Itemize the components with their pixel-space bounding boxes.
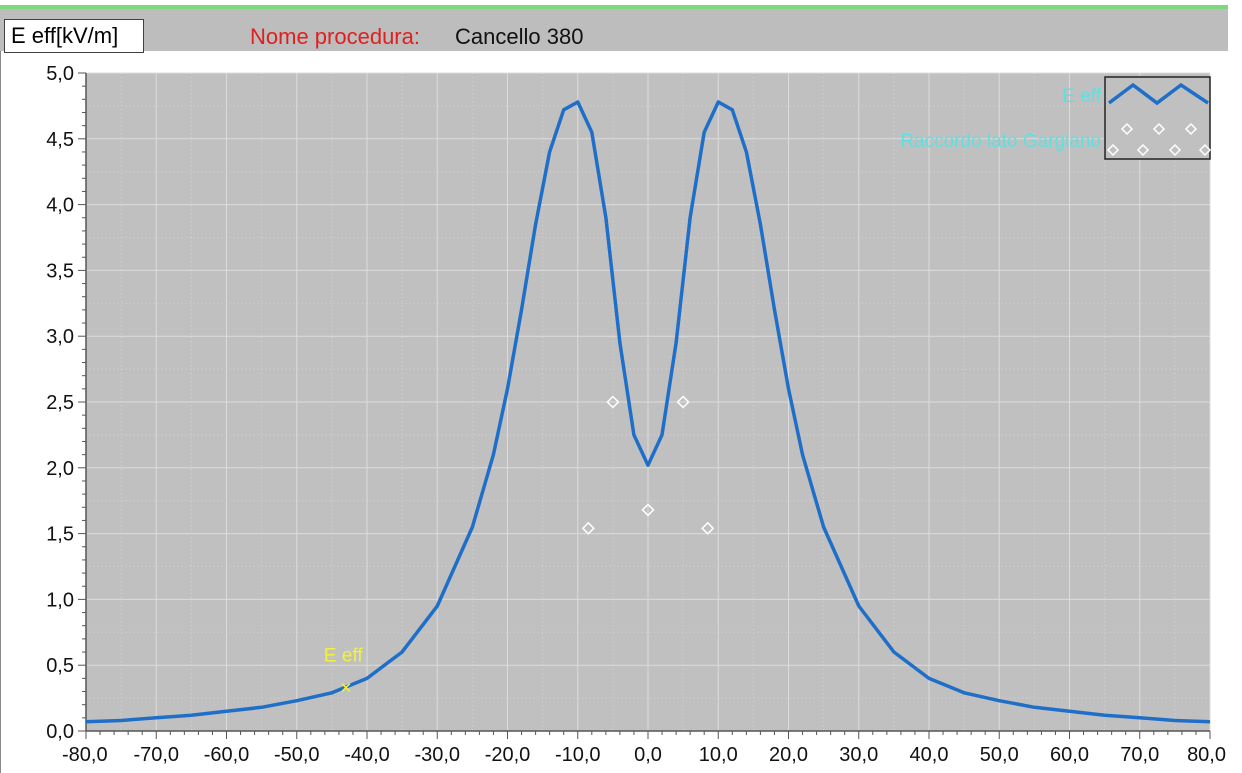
top-accent-line: [0, 5, 1228, 9]
x-tick-label: -60,0: [204, 744, 250, 766]
legend-box[interactable]: [1104, 76, 1211, 160]
x-tick-label: 50,0: [980, 744, 1019, 766]
x-tick-label: 40,0: [910, 744, 949, 766]
y-tick-label: 1,5: [46, 524, 74, 546]
x-tick-label: -10,0: [555, 744, 601, 766]
x-tick-label: 0,0: [634, 744, 662, 766]
y-tick-label: 3,0: [46, 326, 74, 348]
legend-swatch-point: [1152, 122, 1166, 136]
scatter-point[interactable]: [641, 503, 655, 517]
legend-swatch-point: [1120, 122, 1134, 136]
legend-swatch-e-eff: [1107, 82, 1209, 106]
legend-swatch-point: [1184, 122, 1198, 136]
x-tick-label: 30,0: [839, 744, 878, 766]
y-tick-label: 4,0: [46, 195, 74, 217]
scatter-point[interactable]: [676, 395, 690, 409]
x-tick-label: -80,0: [62, 744, 108, 766]
cursor-layer[interactable]: E eff: [324, 646, 363, 693]
cursor-label: E eff: [324, 646, 363, 667]
legend-swatch-point: [1136, 143, 1150, 157]
y-tick-label: 2,0: [46, 458, 74, 480]
legend-label-e-eff: E eff: [1062, 86, 1101, 107]
legend-label-raccordo: Raccordo lato Gargiano: [900, 131, 1101, 152]
unit-label-box[interactable]: E eff[kV/m]: [4, 19, 144, 53]
x-tick-label: -40,0: [344, 744, 390, 766]
procedure-label: Nome procedura:: [250, 24, 420, 49]
x-tick-label: 70,0: [1120, 744, 1159, 766]
scatter-point[interactable]: [701, 521, 715, 535]
legend-swatch-point: [1168, 143, 1182, 157]
header-bar: E eff[kV/m] Nome procedura: Cancello 380: [0, 9, 1228, 53]
x-tick-label: -30,0: [414, 744, 460, 766]
series-line-e-eff[interactable]: [85, 100, 1211, 724]
y-tick-label: 5,0: [46, 63, 74, 85]
axis-layer: 0,0 0,5 1,0 1,5 2,0 2,5 3,0 3,5 4,0 4,5 5,0 -80,0 -7…: [46, 63, 1226, 766]
grid-layer: [85, 72, 1211, 732]
x-tick-label: 10,0: [699, 744, 738, 766]
scatter-point[interactable]: [581, 521, 595, 535]
legend[interactable]: E eff Raccordo lato Gargiano: [900, 76, 1212, 160]
y-tick-label: 2,5: [46, 392, 74, 414]
chart: 0,0 0,5 1,0 1,5 2,0 2,5 3,0 3,5 4,0 4,5 5,0 -80,0 -7…: [46, 63, 1226, 766]
x-tick-label: 20,0: [769, 744, 808, 766]
procedure-value: Cancello 380: [455, 24, 584, 49]
legend-swatch-point: [1106, 143, 1120, 157]
x-tick-label: -50,0: [274, 744, 320, 766]
left-border: [0, 51, 1, 773]
x-tick-label: -20,0: [485, 744, 531, 766]
legend-swatch-point: [1198, 143, 1212, 157]
unit-label: E eff[kV/m]: [11, 23, 119, 48]
y-tick-label: 0,0: [46, 721, 74, 743]
top-accent: [0, 0, 1242, 9]
y-tick-label: 0,5: [46, 655, 74, 677]
x-tick-label: 80,0: [1187, 744, 1226, 766]
x-tick-label: -70,0: [133, 744, 179, 766]
series-layer[interactable]: [85, 100, 1211, 724]
cursor-marker[interactable]: [341, 683, 351, 693]
scatter-point[interactable]: [606, 395, 620, 409]
y-tick-label: 4,5: [46, 129, 74, 151]
x-tick-label: 60,0: [1050, 744, 1089, 766]
y-tick-label: 1,0: [46, 589, 74, 611]
y-tick-label: 3,5: [46, 260, 74, 282]
